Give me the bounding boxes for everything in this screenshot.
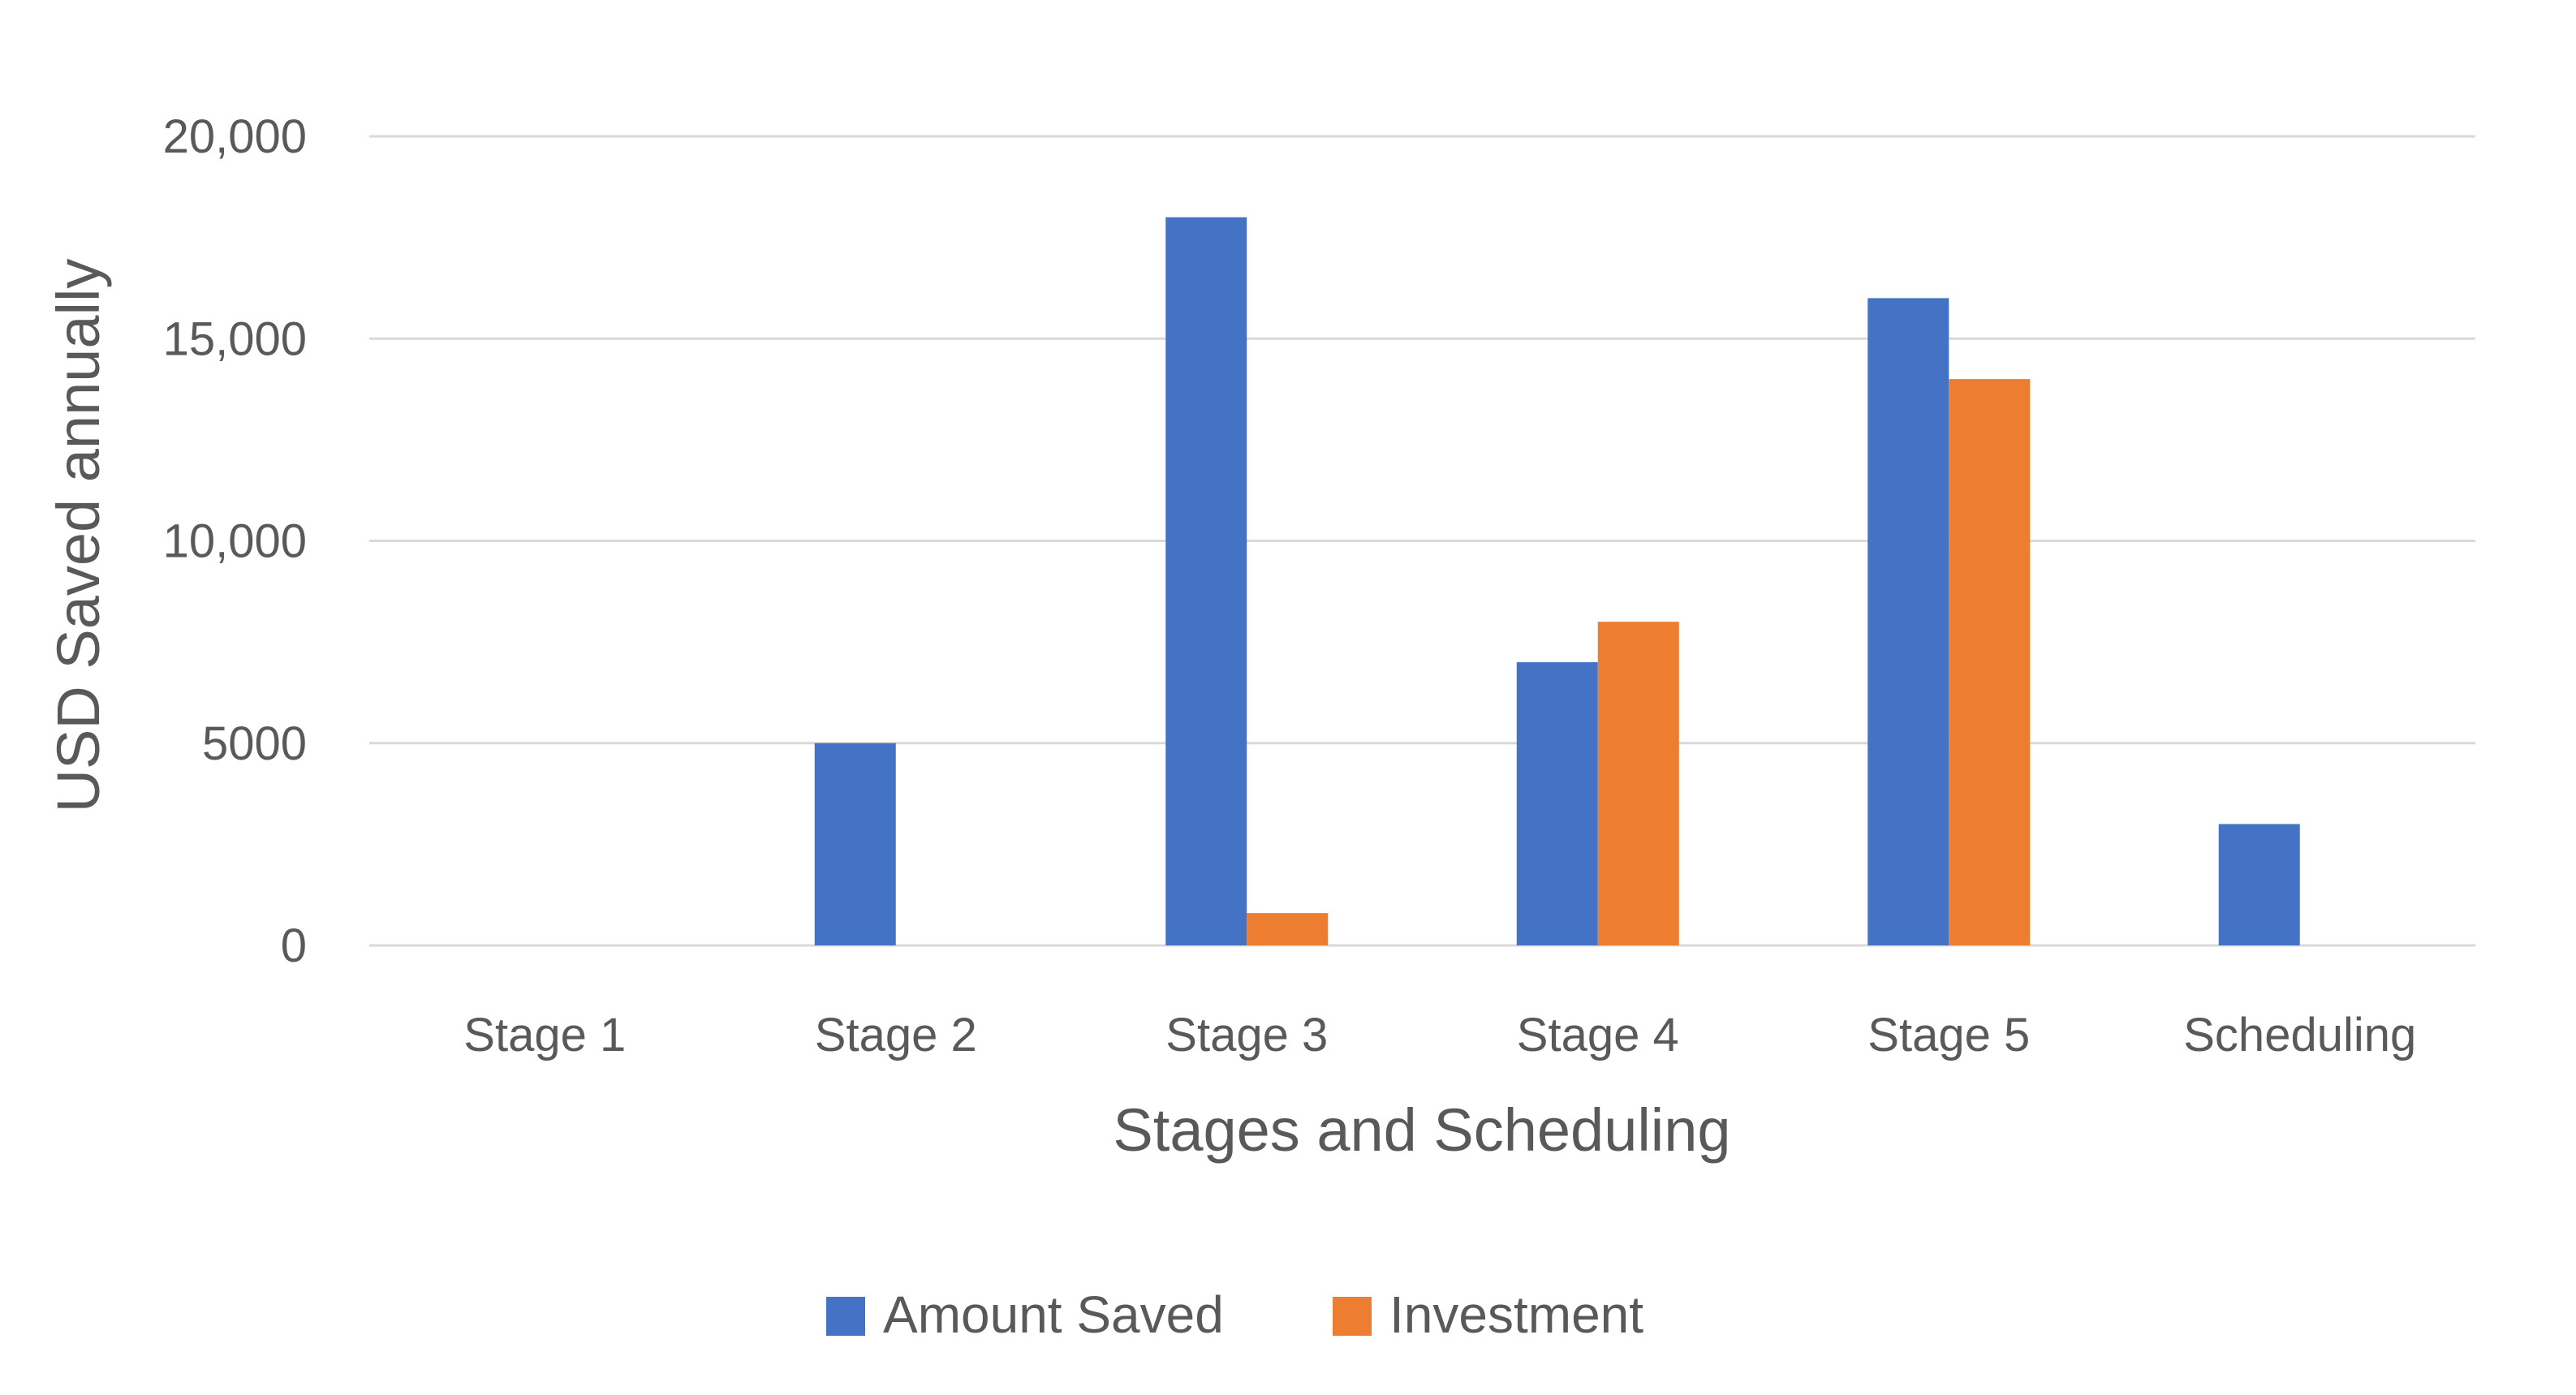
x-tick-label: Stage 3 <box>1165 1009 1328 1061</box>
y-tick-label: 0 <box>281 919 307 972</box>
x-tick-label: Stage 2 <box>815 1009 977 1061</box>
legend-swatch <box>826 1297 865 1336</box>
bar-investment <box>1597 622 1679 945</box>
bar-amount-saved <box>1165 217 1247 945</box>
bar-investment <box>1949 379 2031 946</box>
x-tick-label: Scheduling <box>2183 1009 2416 1061</box>
legend-swatch <box>1333 1297 1372 1336</box>
x-axis-title: Stages and Scheduling <box>1113 1096 1730 1164</box>
bars <box>814 217 2300 946</box>
bar-amount-saved <box>814 743 896 945</box>
bar-amount-saved <box>1516 662 1598 945</box>
x-tick-label: Stage 5 <box>1867 1009 2030 1061</box>
bar-amount-saved <box>2218 824 2300 945</box>
y-tick-label: 5000 <box>202 717 307 770</box>
x-axis-ticks: Stage 1 Stage 2 Stage 3 Stage 4 Stage 5 Sched… <box>463 1009 2416 1061</box>
y-tick-label: 20,000 <box>163 110 307 163</box>
x-tick-label: Stage 4 <box>1517 1009 1679 1061</box>
y-tick-label: 10,000 <box>163 515 307 568</box>
x-tick-label: Stage 1 <box>463 1009 626 1061</box>
y-axis-title: USD Saved annually <box>45 259 112 813</box>
legend-label: Investment <box>1389 1285 1643 1344</box>
y-axis-ticks: 0 5000 10,000 15,000 20,000 <box>163 110 307 972</box>
bar-investment <box>1247 913 1329 945</box>
gridlines <box>369 135 2475 947</box>
legend: Amount Saved Investment <box>826 1285 1643 1344</box>
legend-label: Amount Saved <box>883 1285 1224 1344</box>
bar-amount-saved <box>1867 298 1949 945</box>
y-tick-label: 15,000 <box>163 312 307 365</box>
